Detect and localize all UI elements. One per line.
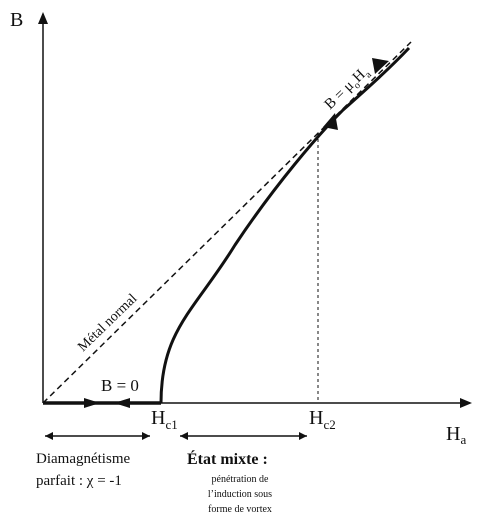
mixed-region-line3: forme de vortex — [208, 504, 272, 515]
mixed-region-title: État mixte : — [187, 449, 268, 468]
meissner-arrow-right — [84, 398, 100, 408]
y-axis-label: B — [10, 9, 23, 31]
meissner-arrow-left — [114, 398, 130, 408]
meissner-region-line1: Diamagnétisme — [36, 451, 130, 467]
normal-metal-line — [42, 41, 412, 404]
mixed-region-line2: l’induction sous — [208, 489, 272, 500]
mixed-region-line1: pénétration de — [212, 474, 269, 485]
hc1-label: Hc1 — [151, 407, 178, 432]
meissner-region-line2: parfait : χ = -1 — [36, 473, 122, 489]
meissner-label: B = 0 — [101, 376, 139, 395]
normal-metal-label: Métal normal — [75, 291, 140, 355]
hc2-label: Hc2 — [309, 407, 336, 432]
mixed-curve-arrow-up — [323, 113, 338, 130]
mixed-curve-arrow-down — [372, 58, 389, 74]
mixed-state-curve — [159, 46, 411, 404]
x-axis-label: Ha — [446, 423, 466, 447]
